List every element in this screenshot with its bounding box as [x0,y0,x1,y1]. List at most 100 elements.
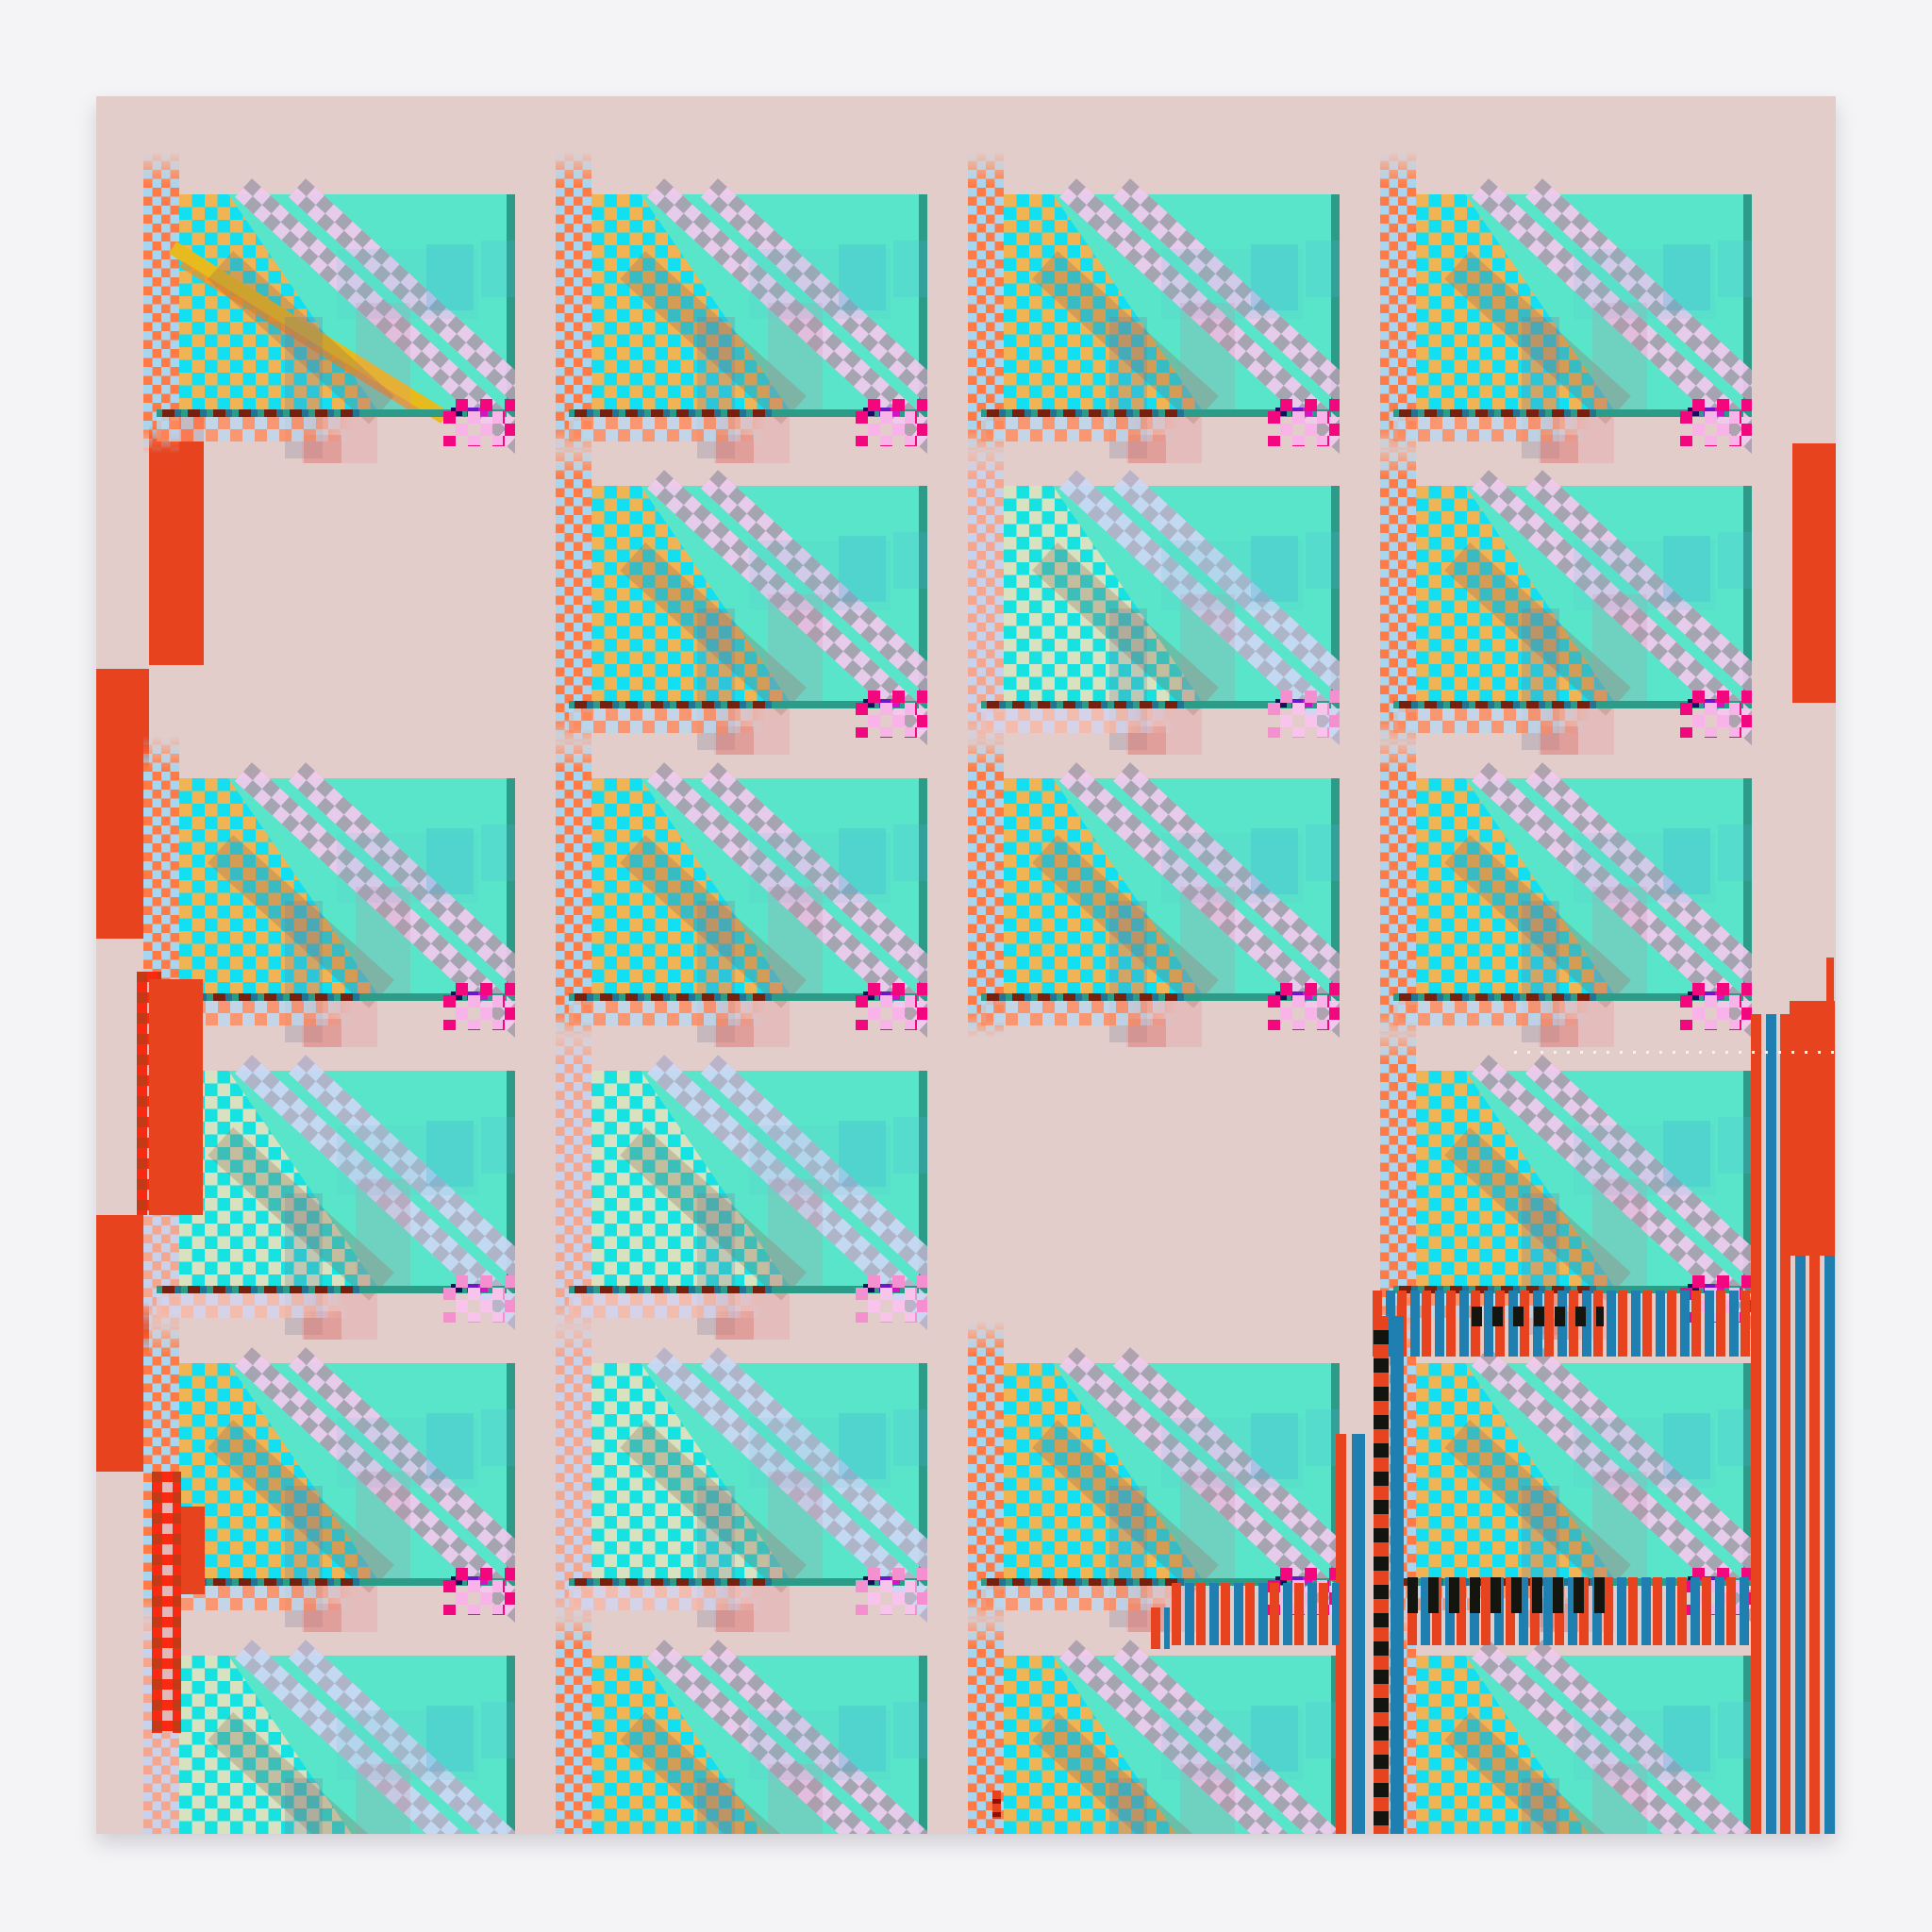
tile-checker-strip [968,1321,1004,1623]
glitch-tile-r2c3 [968,443,1340,755]
tile-right-border [1331,486,1340,708]
ghost-blue-patch-2 [1306,1409,1340,1466]
tile-bottom-dashes [1399,993,1597,1001]
ghost-pink-column [1592,594,1647,706]
ghost-blue-cluster [749,833,891,903]
ghost-gray-column [285,1778,323,1834]
tile-under-checker [157,417,353,441]
ghost-blue-cluster [337,249,478,319]
ghost-blue-patch [1663,536,1710,602]
red-bar [149,979,203,1215]
ghost-pink-column [1180,594,1235,706]
tile-bottom-dashes [575,993,773,1001]
ghost-blue-patch [426,1121,474,1187]
tile-right-border [507,1656,515,1834]
tile-bottom-dashes [987,1578,1185,1586]
ghost-blue-patch [1663,1121,1710,1187]
glitch-tile-r6c1 [143,1613,515,1834]
stripe-band [1391,1316,1404,1834]
ghost-gray-column [697,1778,735,1834]
tile-under-checker [1393,708,1590,733]
ghost-blue-patch-2 [1718,1702,1752,1758]
ghost-blue-patch-2 [481,241,515,297]
tile-pink-cluster-2 [868,1288,915,1322]
ghost-blue-patch [1663,1706,1710,1772]
glitch-tile-r3c3 [968,736,1340,1047]
tile-checker-strip [1380,152,1416,454]
ghost-blue-patch [839,828,886,894]
glitch-tile-r2c4 [1380,443,1752,755]
tile-right-border [1331,194,1340,417]
tile-bottom-dashes [1399,409,1597,417]
ghost-blue-patch [839,1706,886,1772]
red-bar [1790,1001,1835,1256]
stripe-band [1374,1316,1389,1834]
ghost-blue-cluster [1161,1418,1303,1488]
ghost-blue-patch-2 [1306,824,1340,881]
ghost-blue-cluster [1574,249,1715,319]
ghost-blue-patch-2 [1718,1409,1752,1466]
ghost-blue-patch-2 [1718,241,1752,297]
ghost-pink-column [1592,1472,1647,1583]
glitch-tile-r3c1 [143,736,515,1047]
tile-under-checker [157,1293,353,1318]
tile-bottom-dashes [1399,1286,1597,1293]
glitch-tile-r1c3 [968,152,1340,463]
ghost-blue-patch-2 [893,1409,927,1466]
ghost-blue-cluster [1161,1710,1303,1780]
ghost-blue-cluster [1161,833,1303,903]
tile-right-border [507,1363,515,1586]
ghost-blue-patch-2 [1718,824,1752,881]
ghost-blue-patch-2 [893,1702,927,1758]
tile-checker-strip [556,1028,591,1330]
tile-right-border [507,778,515,1001]
ghost-pink-column [1180,303,1235,414]
tile-checker-strip [968,443,1004,745]
tile-bottom-dashes [162,1286,360,1293]
tile-bottom-dashes [162,1578,360,1586]
tile-pink-cluster-2 [868,1580,915,1614]
ghost-blue-patch-2 [481,1702,515,1758]
ghost-pink-column [356,303,410,414]
tile-pink-cluster-2 [1280,995,1327,1029]
glitch-tile-r1c4 [1380,152,1752,463]
tile-right-border [1743,1656,1752,1834]
tile-right-border [1331,778,1340,1001]
ghost-blue-cluster [1574,833,1715,903]
tile-pink-cluster-2 [868,995,915,1029]
ghost-blue-cluster [1574,541,1715,610]
tile-under-checker [1393,1001,1590,1025]
ghost-pink-column [768,303,823,414]
ghost-pink-column [1180,1472,1235,1583]
ghost-pink-column [356,1764,410,1834]
ghost-pink-column [768,1179,823,1291]
stripe-band [1472,1307,1604,1326]
glitch-tile-r5c2 [556,1321,927,1632]
ghost-blue-patch [1663,828,1710,894]
ghost-blue-patch [1251,244,1298,310]
tile-checker-strip [968,736,1004,1038]
ghost-blue-cluster [749,1125,891,1195]
tile-bottom-dashes [987,701,1185,708]
ghost-blue-patch [839,536,886,602]
tile-checker-strip [556,1321,591,1623]
tile-checker-strip [556,152,591,454]
tile-pink-cluster-2 [1280,703,1327,737]
tile-bottom-dashes [575,701,773,708]
red-bar [1792,443,1836,703]
ghost-blue-cluster [1574,1418,1715,1488]
ghost-blue-patch-2 [1306,532,1340,589]
tile-checker-strip [1380,443,1416,745]
ghost-blue-patch [1251,1413,1298,1479]
ghost-pink-column [1592,1179,1647,1291]
ghost-blue-cluster [1161,249,1303,319]
tile-right-border [1743,194,1752,417]
dotted-line [1514,1051,1836,1054]
tile-pink-cluster-2 [868,703,915,737]
ghost-blue-patch-2 [893,1117,927,1174]
ghost-blue-cluster [749,1710,891,1780]
ghost-blue-patch-2 [1306,241,1340,297]
ghost-pink-column [768,1472,823,1583]
red-bar [96,1215,149,1472]
tile-checker-strip [556,1613,591,1834]
